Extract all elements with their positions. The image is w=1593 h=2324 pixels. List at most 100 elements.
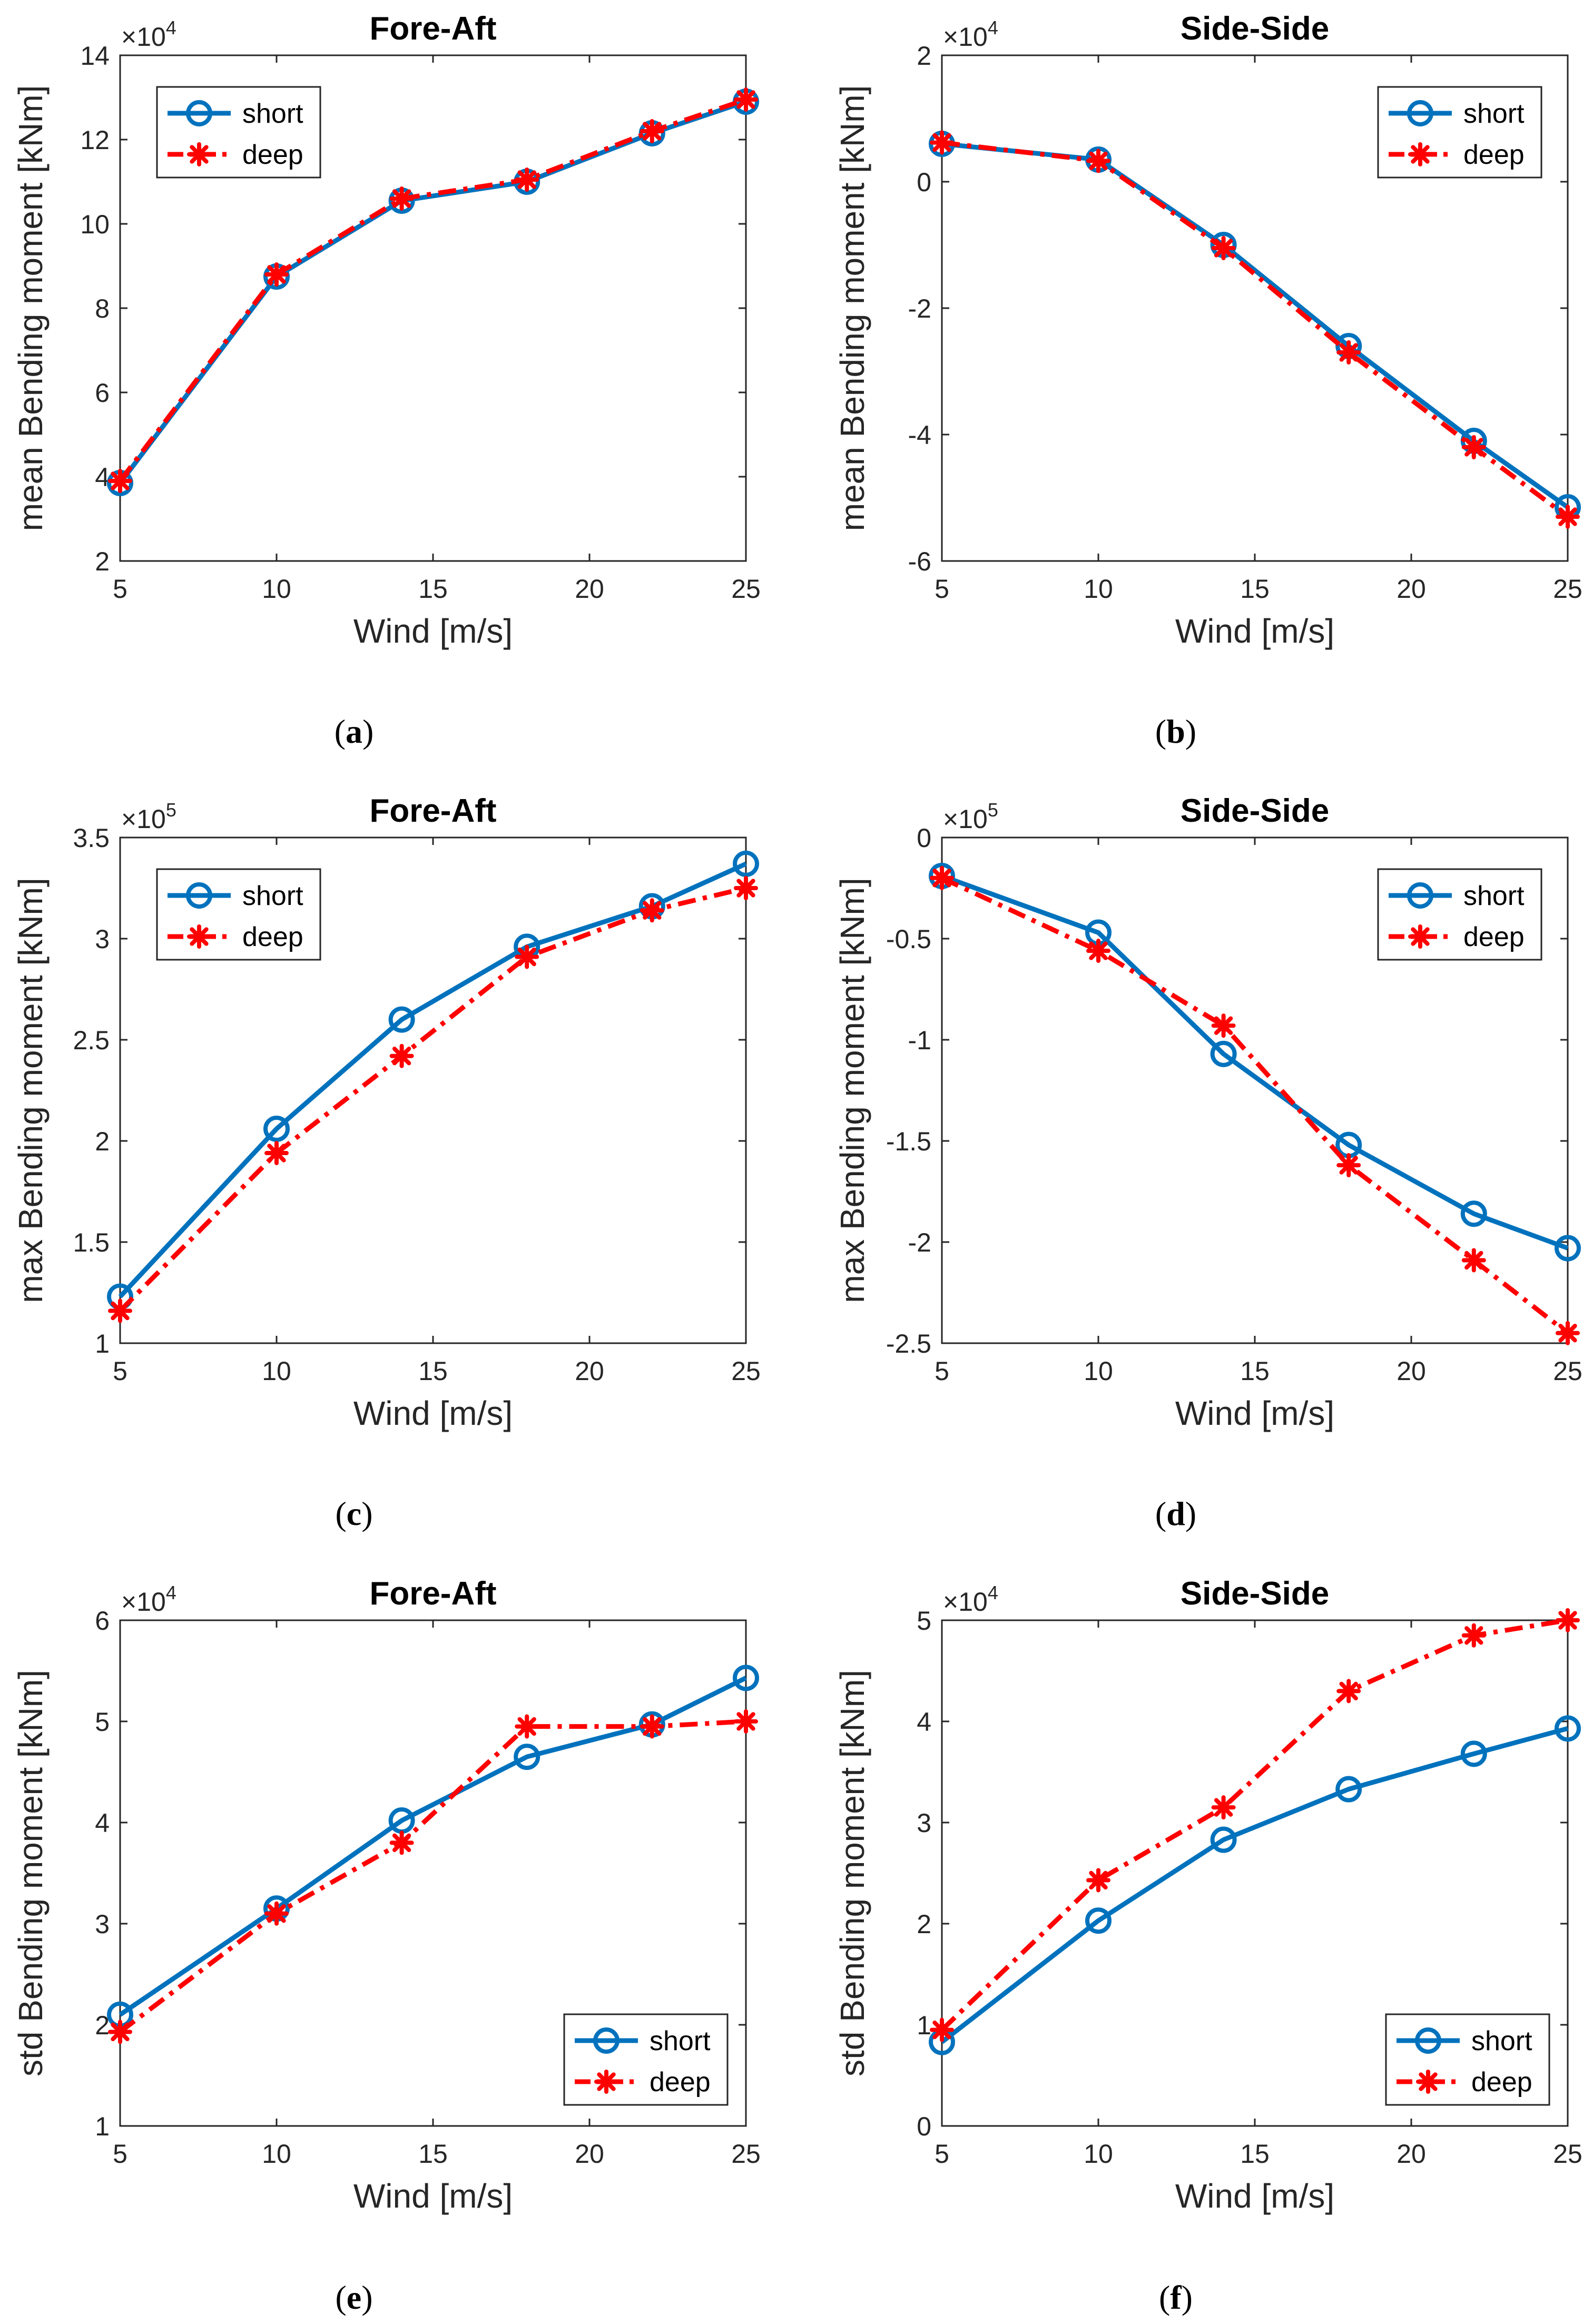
x-axis-label: Wind [m/s] [1175,612,1334,650]
asterisk-stroke [111,471,130,490]
y-tick-label: -6 [908,547,931,576]
series-line-deep [118,885,747,1313]
asterisk-stroke [517,947,536,967]
data-point-short [1210,1826,1237,1853]
data-point-deep [389,1830,414,1855]
x-tick-label: 15 [418,574,448,604]
data-point-deep [930,865,954,890]
legend-marker-short [186,882,212,909]
y-tick-label: 1.5 [73,1228,110,1257]
y-tick-label: -1.5 [886,1127,931,1156]
legend-box [1385,2013,1550,2106]
y-exponent-label: ×105 [943,799,998,834]
data-point-deep [108,1298,132,1323]
asterisk-stroke [643,1717,662,1736]
data-point-short [1460,1740,1487,1767]
asterisk-stroke [1558,1324,1577,1343]
y-tick-label: 0 [917,2112,931,2141]
y-exponent-label: ×104 [121,17,176,52]
y-exponent-label: ×104 [121,1582,176,1617]
y-tick-label: -2 [908,294,931,323]
x-tick-label: 25 [1553,1356,1582,1386]
asterisk-stroke [1339,343,1358,362]
x-tick-label: 10 [262,2139,291,2169]
series-line-short [119,1676,747,2017]
caption-close: ) [1182,2279,1193,2316]
caption-letter: d [1166,1495,1185,1532]
asterisk-stroke [932,869,951,888]
asterisk-stroke [1419,2072,1438,2091]
data-point-deep [108,2020,132,2044]
data-point-deep [515,944,539,969]
legend-label-short: short [242,881,303,911]
caption-letter: b [1166,713,1185,750]
series-line-deep [119,1719,746,2034]
x-tick-label: 10 [262,574,291,604]
asterisk-stroke [1411,927,1430,946]
legend-box [156,868,321,961]
y-tick-label: 5 [917,1606,931,1636]
asterisk-stroke [392,1047,411,1066]
legend: short deep [1377,868,1542,961]
exponent-base: ×10 [121,1587,166,1617]
data-point-short [733,850,759,877]
y-tick-label: 14 [80,41,110,71]
asterisk-stroke [932,133,951,152]
caption-close: ) [1185,1495,1196,1532]
data-point-deep [930,2017,954,2042]
chart-title: Fore-Aft [369,11,496,47]
exponent-base: ×10 [943,804,988,834]
y-tick-label: 0 [917,823,931,853]
y-tick-label: 3 [95,1909,110,1939]
x-axis-label: Wind [m/s] [353,1394,513,1432]
data-point-deep [734,876,758,900]
data-point-deep [930,130,954,155]
exponent-power: 5 [988,799,998,821]
caption-letter: f [1170,2279,1182,2316]
x-tick-label: 5 [113,2139,127,2169]
legend-marker-deep [187,142,211,166]
data-point-short [1335,1776,1362,1803]
asterisk-stroke [736,879,755,898]
x-tick-label: 5 [935,2139,949,2169]
exponent-power: 4 [166,1582,176,1603]
x-tick-label: 15 [1240,574,1270,604]
exponent-base: ×10 [943,1587,988,1617]
x-tick-label: 20 [1397,574,1426,604]
y-tick-label: 10 [80,210,110,239]
asterisk-stroke [1464,1250,1483,1270]
legend: short deep [156,868,321,961]
data-point-short [733,1665,759,1691]
exponent-power: 5 [166,799,176,821]
legend-label-short: short [242,99,303,129]
asterisk-stroke [643,901,662,920]
legend-marker-deep [594,2070,618,2094]
asterisk-stroke [392,189,411,208]
x-tick-label: 5 [113,1356,127,1386]
x-axis-label: Wind [m/s] [1175,1394,1334,1432]
chart-panel-d: 5 10 15 20 25-2.5-2-1.5-1-0.50×105 Side-SideW… [833,793,1582,1532]
sub-caption: (e) [335,2279,372,2316]
x-tick-label: 5 [935,1356,949,1386]
y-tick-label: 2 [95,1127,110,1156]
asterisk-stroke [267,1144,286,1163]
series-line-short [941,873,1569,1250]
data-point-short [388,1006,415,1033]
y-tick-label: 3.5 [73,823,110,853]
asterisk-stroke [1339,1681,1358,1701]
caption-close: ) [361,2279,372,2316]
chart-title: Fore-Aft [369,793,496,829]
x-tick-label: 5 [113,574,127,604]
series-line-short [941,141,1569,509]
legend-marker-short [1407,100,1433,126]
asterisk-stroke [1558,1611,1577,1630]
legend-label-deep: deep [650,2067,711,2097]
exponent-base: ×10 [943,22,988,52]
legend-marker-deep [1416,2070,1440,2094]
legend-marker-deep [1408,924,1432,949]
data-point-deep [264,262,289,287]
data-point-short [1460,1200,1487,1227]
asterisk-stroke [190,145,209,164]
data-point-deep [1336,1153,1361,1178]
